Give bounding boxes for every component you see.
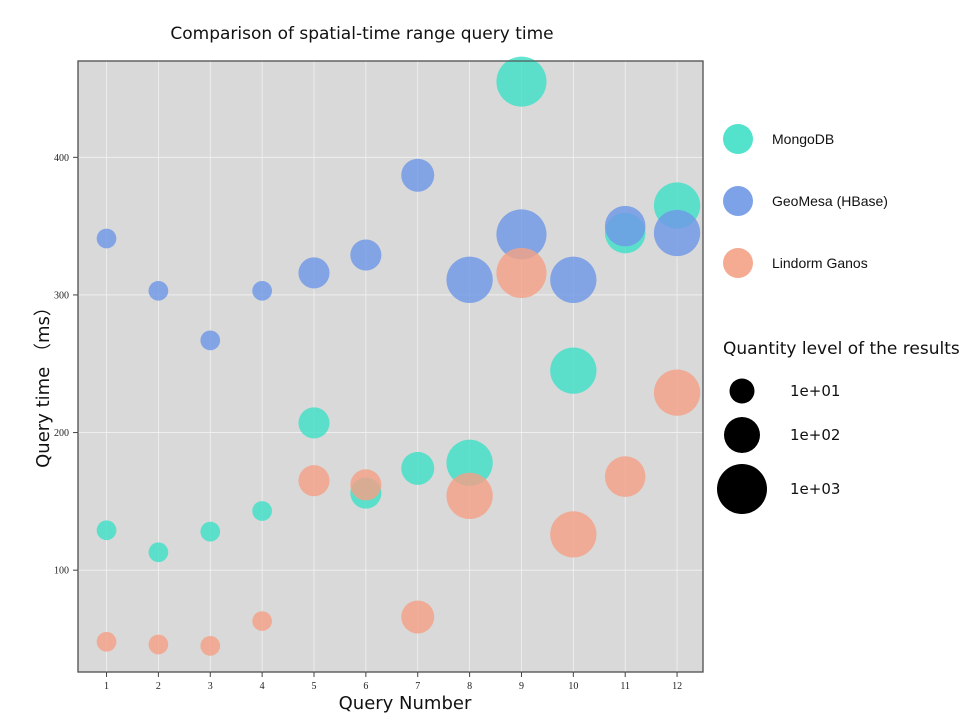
x-tick-label: 2 [156,681,161,692]
lindorm-ganos-bubble [149,635,169,655]
y-axis-label: Query time （ms） [33,298,54,468]
lindorm-ganos-bubble [654,369,700,415]
x-axis-ticks: 1 2 3 4 5 6 7 8 9 10 11 12 [104,672,682,692]
size-legend-circle [724,417,760,453]
geomesa-hbase-bubble [149,281,169,301]
y-tick-label: 400 [54,153,69,164]
x-tick-label: 8 [467,681,472,692]
geomesa-hbase-bubble [97,229,117,249]
mongodb-bubble [97,520,117,540]
geomesa-hbase-bubble [350,239,381,270]
x-tick-label: 12 [672,681,682,692]
lindorm-ganos-bubble [496,248,546,298]
x-tick-label: 11 [620,681,630,692]
x-tick-label: 10 [568,681,578,692]
size-legend: 1e+01 1e+02 1e+03 [717,379,840,515]
series-legend: MongoDB GeoMesa (HBase) Lindorm Ganos [723,124,888,278]
lindorm-ganos-bubble [550,511,596,557]
size-legend-label: 1e+03 [790,480,840,498]
legend-marker-geomesa-hbase [723,186,753,216]
size-legend-title: Quantity level of the results [723,339,960,359]
mongodb-bubble [252,501,272,521]
x-tick-label: 7 [415,681,420,692]
size-legend-label: 1e+01 [790,382,840,400]
lindorm-ganos-bubble [252,611,272,631]
geomesa-hbase-bubble [446,257,492,303]
geomesa-hbase-bubble [200,331,220,351]
lindorm-ganos-bubble [401,600,434,633]
geomesa-hbase-bubble [298,257,329,288]
geomesa-hbase-bubble [605,206,646,247]
lindorm-ganos-bubble [446,473,492,519]
mongodb-bubble [550,347,596,393]
x-tick-label: 4 [260,681,265,692]
legend-marker-mongodb [723,124,753,154]
lindorm-ganos-bubble [97,632,117,652]
x-tick-label: 1 [104,681,109,692]
y-tick-label: 200 [54,428,69,439]
lindorm-ganos-bubble [200,636,220,656]
x-tick-label: 3 [208,681,213,692]
x-axis-label: Query Number [339,693,472,714]
mongodb-bubble [298,407,329,438]
legend-marker-lindorm-ganos [723,248,753,278]
plot-area [78,61,703,672]
y-tick-label: 300 [54,290,69,301]
x-tick-label: 5 [311,681,316,692]
mongodb-bubble [200,522,220,542]
legend-label-mongodb: MongoDB [772,131,834,147]
mongodb-bubble [401,452,434,485]
mongodb-bubble [149,542,169,562]
lindorm-ganos-bubble [350,469,381,500]
size-legend-label: 1e+02 [790,426,840,444]
geomesa-hbase-bubble [252,281,272,301]
x-tick-label: 9 [519,681,524,692]
geomesa-hbase-bubble [550,257,596,303]
lindorm-ganos-bubble [605,456,646,497]
y-axis-ticks: 100 200 300 400 [54,153,78,577]
lindorm-ganos-bubble [298,465,329,496]
bubble-chart: Comparison of spatial-time range query t… [0,0,973,723]
size-legend-circle [717,464,767,514]
x-tick-label: 6 [363,681,368,692]
y-tick-label: 100 [54,566,69,577]
geomesa-hbase-bubble [654,210,700,256]
legend-label-geomesa-hbase: GeoMesa (HBase) [772,193,888,209]
chart-title: Comparison of spatial-time range query t… [170,24,553,44]
size-legend-circle [730,379,755,404]
mongodb-bubble [496,57,546,107]
legend-label-lindorm-ganos: Lindorm Ganos [772,255,868,271]
geomesa-hbase-bubble [401,159,434,192]
